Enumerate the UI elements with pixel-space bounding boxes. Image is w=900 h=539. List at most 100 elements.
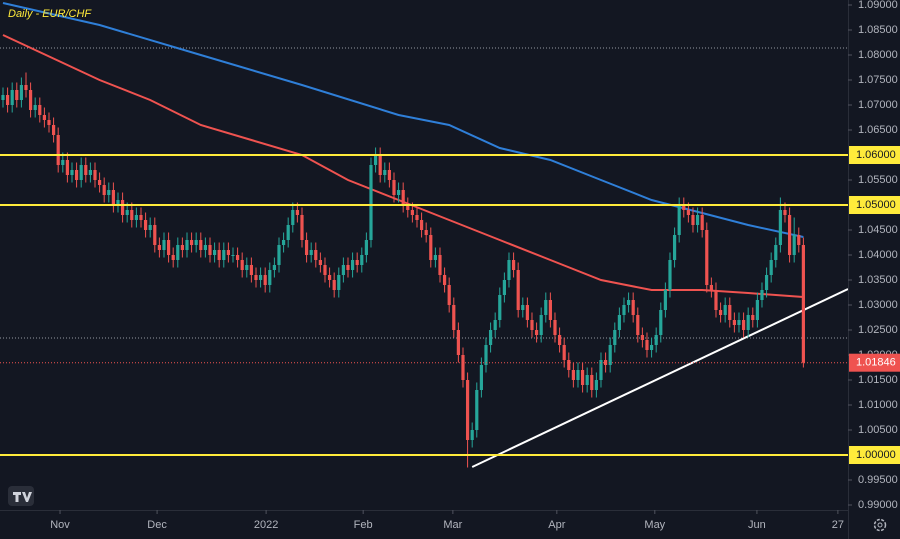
- y-tick-label: 1.04500: [858, 224, 898, 236]
- candle-body: [668, 260, 672, 290]
- candle-body: [640, 335, 644, 340]
- price-label-bg: [849, 146, 900, 164]
- y-tick-label: 1.08000: [858, 49, 898, 61]
- candle-body: [360, 255, 364, 265]
- candle-body: [488, 330, 493, 345]
- candle-body: [396, 190, 401, 195]
- candle-body: [746, 315, 750, 330]
- candle-body: [778, 210, 782, 245]
- line-series: [2, 34, 804, 298]
- candle-body: [521, 305, 525, 310]
- candle-body: [272, 265, 276, 270]
- candle-body: [258, 275, 263, 280]
- candle-body: [410, 210, 414, 215]
- candle-body: [350, 260, 355, 270]
- candle-body: [102, 185, 106, 195]
- y-tick-label: 1.06500: [858, 124, 898, 136]
- candle-body: [539, 315, 543, 335]
- price-label-bg: [849, 353, 900, 372]
- candle-body: [116, 200, 120, 205]
- candle-body: [318, 260, 322, 265]
- candle-body: [263, 275, 267, 285]
- candle-body: [171, 255, 175, 260]
- candle-body: [245, 265, 249, 270]
- candle-body: [291, 210, 295, 225]
- y-tick-label: 1.01500: [858, 374, 898, 386]
- candle-body: [74, 170, 79, 180]
- candle-body: [797, 235, 801, 245]
- candle-body: [465, 380, 470, 440]
- candle-body: [461, 355, 465, 380]
- logo-mark: [13, 492, 32, 502]
- candle-body: [185, 240, 189, 250]
- candle-body: [277, 245, 281, 265]
- candle-body: [516, 270, 520, 310]
- candle-body: [645, 340, 649, 350]
- line-series: [471, 288, 848, 468]
- candle-body: [314, 250, 318, 260]
- candle-body: [134, 215, 138, 220]
- candle-body: [222, 250, 226, 260]
- candle-body: [401, 190, 405, 205]
- candle-body: [456, 330, 460, 355]
- candle-body: [162, 240, 166, 250]
- candle-body: [327, 275, 332, 280]
- price-label: 1.05000: [856, 199, 896, 211]
- candle-body: [231, 255, 235, 256]
- candle-body: [235, 255, 240, 260]
- candle-body: [672, 235, 677, 260]
- candle-body: [585, 375, 589, 385]
- price-label: 1.00000: [856, 449, 896, 461]
- price-label: 1.01846: [856, 357, 896, 369]
- candle-body: [728, 305, 732, 320]
- x-tick-label: Jun: [748, 519, 766, 531]
- candle-body: [5, 95, 10, 105]
- candle-body: [654, 335, 658, 345]
- candle-body: [337, 275, 341, 290]
- candle-body: [323, 265, 327, 275]
- candle-body: [613, 330, 617, 345]
- candle-body: [120, 200, 125, 215]
- candle-body: [682, 205, 686, 210]
- candle-body: [525, 305, 529, 320]
- candle-body: [475, 390, 479, 430]
- candle-body: [622, 305, 626, 315]
- candle-body: [760, 290, 764, 300]
- candle-body: [125, 210, 129, 215]
- gear-inner[interactable]: [877, 522, 883, 528]
- candle-body: [194, 240, 198, 245]
- candle-body: [139, 215, 143, 220]
- candle-body: [636, 315, 640, 335]
- candle-body: [84, 165, 88, 175]
- chart-title: Daily - EUR/CHF: [8, 8, 92, 20]
- candle-body: [447, 285, 451, 305]
- candle-body: [755, 300, 759, 320]
- candle-body: [286, 225, 290, 240]
- candle-body: [723, 305, 727, 315]
- candle-body: [93, 170, 97, 180]
- y-tick-label: 1.03000: [858, 299, 898, 311]
- candle-body: [180, 245, 184, 250]
- candle-body: [107, 190, 111, 195]
- y-tick-label: 1.04000: [858, 249, 898, 261]
- candle-body: [166, 240, 171, 255]
- x-tick-label: 27: [832, 519, 844, 531]
- candle-body: [594, 380, 598, 390]
- candle-body: [714, 290, 718, 310]
- candle-body: [281, 240, 286, 245]
- y-tick-label: 1.07000: [858, 99, 898, 111]
- candle-body: [387, 170, 391, 180]
- candle-body: [567, 360, 571, 370]
- settings-icon[interactable]: [873, 518, 887, 532]
- candle-body: [383, 170, 387, 175]
- gear-outer[interactable]: [873, 518, 887, 532]
- candle-body: [576, 370, 580, 380]
- candle-body: [562, 345, 566, 360]
- candle-body: [631, 300, 635, 315]
- y-tick-label: 1.07500: [858, 74, 898, 86]
- candle-body: [534, 330, 539, 335]
- candle-body: [304, 240, 309, 255]
- price-label-bg: [849, 446, 900, 464]
- price-label-bg: [849, 196, 900, 214]
